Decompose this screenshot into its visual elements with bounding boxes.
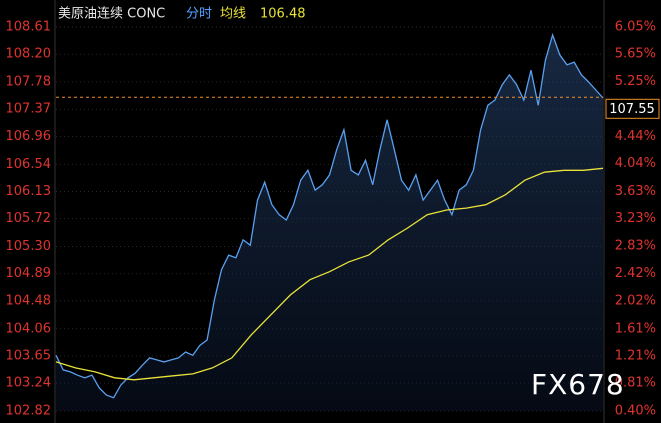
y2-tick-label: 2.83% (615, 238, 656, 253)
average-value: 106.48 (260, 7, 306, 22)
y-tick-label: 108.20 (6, 47, 52, 62)
y-tick-label: 104.48 (6, 293, 52, 308)
y2-tick-label: 1.21% (615, 348, 656, 363)
average-line (55, 167, 604, 381)
average-label: 均线 (220, 7, 246, 22)
y-tick-label: 104.89 (6, 266, 52, 281)
price-area (56, 35, 603, 411)
last-price-label: 107.55 (609, 102, 655, 117)
y2-tick-label: 5.65% (615, 47, 656, 62)
mode-label: 分时 (186, 7, 212, 22)
y-tick-label: 106.54 (6, 157, 52, 172)
y2-tick-label: 6.05% (615, 20, 656, 35)
y-tick-label: 105.72 (6, 211, 52, 226)
y2-tick-label: 0.40% (615, 404, 656, 419)
y-tick-label: 103.24 (6, 376, 52, 391)
watermark: FX678 (531, 368, 625, 401)
chart-title: 美原油连续 CONC (58, 6, 165, 22)
y-tick-label: 106.13 (6, 184, 52, 199)
price-line (55, 32, 604, 399)
y2-tick-label: 2.42% (615, 266, 656, 281)
y-tick-label: 107.78 (6, 75, 52, 90)
y2-tick-label: 4.04% (615, 156, 656, 171)
y2-tick-label: 3.23% (615, 211, 656, 226)
y2-tick-label: 3.63% (615, 184, 656, 199)
y-tick-label: 106.96 (6, 129, 52, 144)
y-tick-label: 105.30 (6, 239, 52, 254)
y-tick-label: 108.61 (6, 20, 52, 35)
last-price-box (605, 98, 660, 119)
y2-tick-label: 5.25% (615, 74, 656, 89)
y-tick-label: 107.37 (6, 102, 52, 117)
y2-tick-label: 4.44% (615, 129, 656, 144)
y2-tick-label: 0.81% (615, 376, 656, 391)
y2-tick-label: 2.02% (615, 293, 656, 308)
y-tick-label: 103.65 (6, 348, 52, 363)
y-tick-label: 102.82 (6, 404, 52, 419)
y-tick-label: 104.06 (6, 321, 52, 336)
y2-tick-label: 1.61% (615, 321, 656, 336)
